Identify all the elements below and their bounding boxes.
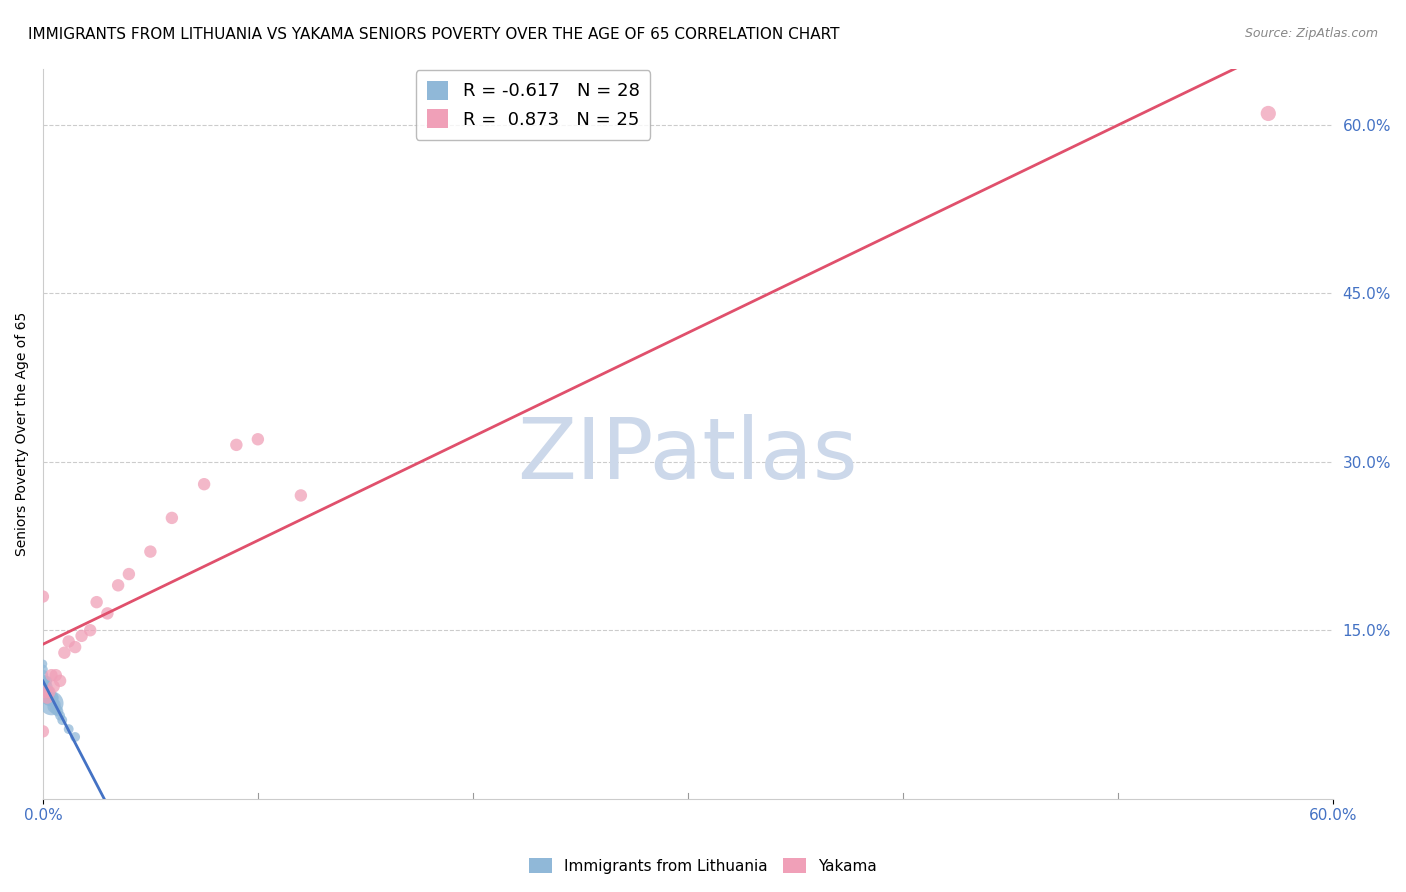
Text: ZIPatlas: ZIPatlas	[517, 414, 858, 497]
Point	[86, 595, 108, 609]
Point	[38, 693, 60, 707]
Text: IMMIGRANTS FROM LITHUANIA VS YAKAMA SENIORS POVERTY OVER THE AGE OF 65 CORRELATI: IMMIGRANTS FROM LITHUANIA VS YAKAMA SENI…	[28, 27, 839, 42]
Point	[58, 634, 80, 648]
Point	[139, 544, 162, 558]
Point	[45, 668, 67, 682]
Point	[32, 685, 55, 699]
Point	[1257, 106, 1279, 120]
Point	[118, 567, 141, 582]
Point	[63, 640, 86, 654]
Point	[49, 673, 72, 688]
Point	[42, 680, 65, 694]
Point	[70, 629, 93, 643]
Point	[34, 685, 56, 699]
Text: Source: ZipAtlas.com: Source: ZipAtlas.com	[1244, 27, 1378, 40]
Point	[37, 685, 59, 699]
Point	[32, 680, 55, 694]
Point	[32, 668, 55, 682]
Point	[32, 724, 55, 739]
Point	[193, 477, 215, 491]
Point	[246, 432, 269, 446]
Point	[42, 699, 65, 714]
Point	[34, 685, 56, 699]
Point	[42, 690, 65, 705]
Point	[32, 673, 55, 688]
Point	[41, 690, 63, 705]
Point	[38, 689, 60, 703]
Point	[37, 680, 59, 694]
Point	[38, 685, 60, 699]
Point	[51, 713, 73, 727]
Point	[79, 624, 101, 638]
Point	[34, 680, 56, 694]
Point	[290, 488, 312, 502]
Point	[41, 696, 63, 710]
Point	[42, 695, 65, 709]
Point	[41, 668, 63, 682]
Point	[160, 511, 183, 525]
Point	[37, 690, 59, 705]
Legend: R = -0.617   N = 28, R =  0.873   N = 25: R = -0.617 N = 28, R = 0.873 N = 25	[416, 70, 651, 140]
Point	[53, 646, 76, 660]
Point	[107, 578, 129, 592]
Point	[58, 722, 80, 736]
Point	[63, 730, 86, 744]
Point	[32, 663, 55, 677]
Point	[32, 657, 55, 671]
Point	[37, 690, 59, 705]
Point	[34, 673, 56, 688]
Point	[45, 698, 67, 712]
Point	[45, 702, 67, 716]
Point	[49, 708, 72, 723]
Legend: Immigrants from Lithuania, Yakama: Immigrants from Lithuania, Yakama	[523, 852, 883, 880]
Point	[38, 684, 60, 698]
Point	[96, 607, 118, 621]
Point	[32, 590, 55, 604]
Y-axis label: Seniors Poverty Over the Age of 65: Seniors Poverty Over the Age of 65	[15, 311, 30, 556]
Point	[225, 438, 247, 452]
Point	[37, 673, 59, 688]
Point	[46, 704, 69, 718]
